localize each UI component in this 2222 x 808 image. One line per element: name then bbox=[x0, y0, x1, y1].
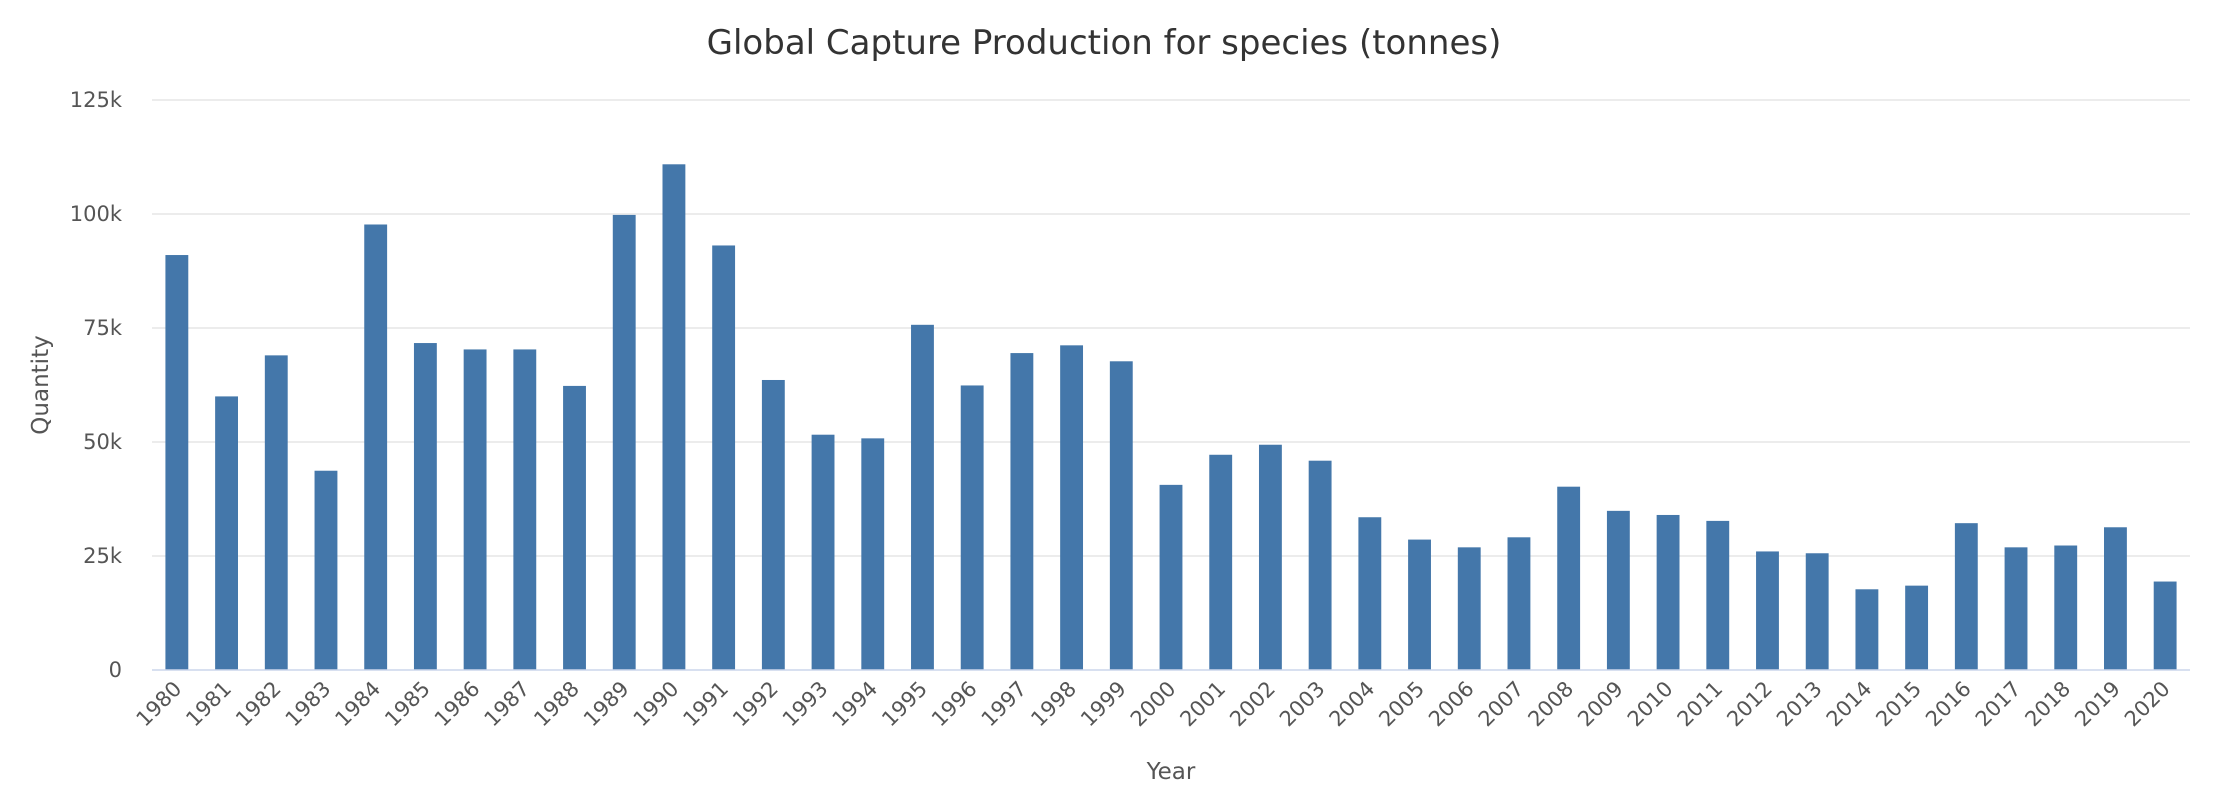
x-tick-label: 2004 bbox=[1325, 677, 1380, 732]
x-tick-label: 2016 bbox=[1921, 677, 1976, 732]
chart-title: Global Capture Production for species (t… bbox=[707, 23, 1502, 63]
y-axis-title: Quantity bbox=[28, 335, 54, 434]
bar-2003[interactable] bbox=[1308, 460, 1332, 670]
x-tick-label: 2000 bbox=[1126, 677, 1181, 732]
bar-1991[interactable] bbox=[712, 245, 736, 671]
bar-1998[interactable] bbox=[1060, 345, 1084, 670]
x-tick-label: 2006 bbox=[1424, 677, 1479, 732]
bar-1994[interactable] bbox=[861, 438, 885, 670]
x-tick-label: 1981 bbox=[181, 677, 236, 732]
bar-2013[interactable] bbox=[1805, 553, 1829, 670]
x-tick-label: 1990 bbox=[629, 677, 684, 732]
bar-2014[interactable] bbox=[1855, 589, 1879, 670]
x-axis-ticks: 1980198119821983198419851986198719881989… bbox=[132, 677, 2175, 732]
bar-1988[interactable] bbox=[563, 385, 586, 670]
x-tick-label: 1983 bbox=[281, 677, 336, 732]
x-tick-label: 2005 bbox=[1374, 677, 1429, 732]
bar-1982[interactable] bbox=[264, 355, 288, 670]
x-tick-label: 2001 bbox=[1175, 677, 1230, 732]
bar-1985[interactable] bbox=[413, 343, 437, 670]
y-tick-label: 0 bbox=[109, 658, 122, 682]
x-tick-label: 1985 bbox=[380, 677, 435, 732]
x-tick-label: 1997 bbox=[977, 677, 1032, 732]
x-tick-label: 1995 bbox=[877, 677, 932, 732]
x-tick-label: 2014 bbox=[1822, 677, 1877, 732]
bar-2008[interactable] bbox=[1557, 486, 1581, 670]
bar-1997[interactable] bbox=[1010, 353, 1034, 670]
bar-1992[interactable] bbox=[761, 379, 785, 670]
x-tick-label: 1998 bbox=[1026, 677, 1081, 732]
x-axis-title: Year bbox=[1146, 759, 1196, 785]
y-tick-label: 25k bbox=[83, 544, 123, 568]
x-tick-label: 2013 bbox=[1772, 677, 1827, 732]
bar-1986[interactable] bbox=[463, 349, 487, 670]
x-tick-label: 2011 bbox=[1673, 677, 1728, 732]
bar-2004[interactable] bbox=[1358, 517, 1382, 670]
x-tick-label: 1996 bbox=[927, 677, 982, 732]
x-tick-label: 2018 bbox=[2020, 677, 2075, 732]
bar-2007[interactable] bbox=[1507, 537, 1531, 670]
bar-1989[interactable] bbox=[612, 214, 636, 671]
x-tick-label: 1982 bbox=[231, 677, 286, 732]
bar-2012[interactable] bbox=[1756, 551, 1779, 670]
bar-1990[interactable] bbox=[662, 164, 686, 670]
bar-2000[interactable] bbox=[1159, 484, 1183, 670]
x-tick-label: 2017 bbox=[1971, 677, 2026, 732]
bar-2002[interactable] bbox=[1258, 444, 1282, 670]
x-tick-label: 2019 bbox=[2070, 677, 2125, 732]
x-tick-label: 1994 bbox=[828, 677, 883, 732]
x-tick-label: 2003 bbox=[1275, 677, 1330, 732]
bar-1996[interactable] bbox=[960, 385, 984, 670]
bar-2009[interactable] bbox=[1606, 510, 1630, 670]
x-tick-label: 1980 bbox=[132, 677, 187, 732]
x-tick-label: 2002 bbox=[1225, 677, 1280, 732]
bar-2001[interactable] bbox=[1209, 454, 1233, 670]
x-tick-label: 2020 bbox=[2120, 677, 2175, 732]
bar-2018[interactable] bbox=[2054, 545, 2078, 670]
bar-2019[interactable] bbox=[2104, 527, 2127, 670]
x-tick-label: 1991 bbox=[678, 677, 733, 732]
bar-1993[interactable] bbox=[811, 434, 835, 670]
x-tick-label: 1999 bbox=[1076, 677, 1131, 732]
x-tick-label: 2015 bbox=[1871, 677, 1926, 732]
bar-2017[interactable] bbox=[2004, 547, 2028, 670]
y-axis-ticks: 0 25k 50k 75k 100k 125k bbox=[70, 88, 123, 682]
bar-2011[interactable] bbox=[1706, 520, 1730, 670]
y-tick-label: 75k bbox=[83, 316, 123, 340]
x-tick-label: 1992 bbox=[728, 677, 783, 732]
x-tick-label: 1993 bbox=[778, 677, 833, 732]
bar-1984[interactable] bbox=[364, 224, 388, 670]
bar-2015[interactable] bbox=[1905, 585, 1929, 670]
bars bbox=[165, 164, 2177, 671]
x-tick-label: 2009 bbox=[1573, 677, 1628, 732]
x-tick-label: 1986 bbox=[430, 677, 485, 732]
bar-1981[interactable] bbox=[215, 396, 238, 670]
bar-1995[interactable] bbox=[911, 324, 934, 670]
y-tick-label: 50k bbox=[83, 430, 123, 454]
bar-1999[interactable] bbox=[1109, 361, 1133, 670]
x-tick-label: 2012 bbox=[1722, 677, 1777, 732]
gridlines bbox=[152, 99, 2190, 557]
x-tick-label: 1989 bbox=[579, 677, 634, 732]
bar-2016[interactable] bbox=[1954, 523, 1978, 670]
x-tick-label: 2010 bbox=[1623, 677, 1678, 732]
y-tick-label: 125k bbox=[70, 88, 123, 112]
x-tick-label: 1984 bbox=[330, 677, 385, 732]
bar-1980[interactable] bbox=[165, 255, 189, 671]
y-tick-label: 100k bbox=[70, 202, 123, 226]
bar-1983[interactable] bbox=[314, 470, 338, 670]
x-tick-label: 2008 bbox=[1523, 677, 1578, 732]
bar-2005[interactable] bbox=[1408, 539, 1431, 670]
x-tick-label: 1987 bbox=[480, 677, 535, 732]
bar-2020[interactable] bbox=[2153, 581, 2177, 670]
x-tick-label: 1988 bbox=[529, 677, 584, 732]
x-tick-label: 2007 bbox=[1474, 677, 1529, 732]
bar-1987[interactable] bbox=[513, 349, 537, 670]
bar-2010[interactable] bbox=[1656, 514, 1680, 670]
bar-2006[interactable] bbox=[1457, 547, 1481, 670]
